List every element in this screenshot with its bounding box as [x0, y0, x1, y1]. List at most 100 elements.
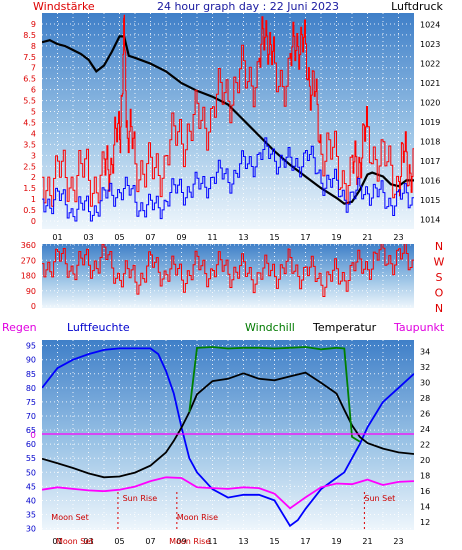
panel1-x-ticks: 01 03 05 07 09 11 13 15 17 19 21 23: [52, 233, 403, 242]
x-tick-label: 05: [114, 233, 124, 242]
x-tick-label: 15: [269, 233, 279, 242]
series-line: [42, 35, 414, 205]
taupunkt-label: Taupunkt: [393, 321, 445, 334]
panel1-grid: [42, 13, 414, 229]
series-line: [42, 476, 414, 510]
humidity-tick-label: 55: [26, 454, 36, 463]
chart-title: 24 hour graph day : 22 Juni 2023: [157, 0, 339, 13]
right-tick-label: 1022: [420, 60, 440, 69]
direction-tick-label: 180: [21, 272, 36, 281]
left-tick-label: 3: [31, 151, 36, 160]
temperature-tick-label: 30: [420, 379, 430, 388]
left-tick-label: 8.5: [23, 31, 36, 40]
x-tick-label: 17: [300, 537, 310, 546]
series-line: [42, 137, 414, 222]
compass-letter: N: [435, 240, 443, 253]
right-tick-label: 1018: [420, 137, 440, 146]
event-annotation: Sun Rise: [123, 494, 158, 503]
panel1-left-ticks: 0 0.5 1 1.5 2 2.5 3 3.5 4 4.55 5.5 6 6.5 7 7.5 8 8.5 9: [23, 20, 36, 226]
luftdruck-label: Luftdruck: [391, 0, 443, 13]
humidity-tick-label: 40: [26, 496, 36, 505]
humidity-tick-label: 70: [26, 412, 36, 421]
panel3-series: [42, 346, 414, 528]
x-tick-label: 01: [52, 233, 62, 242]
humidity-tick-label: 60: [26, 440, 36, 449]
event-annotation: Moon Set: [56, 537, 93, 546]
right-tick-label: 1014: [420, 215, 440, 224]
temperature-tick-label: 32: [420, 363, 430, 372]
left-tick-label: 3.5: [23, 140, 36, 149]
x-tick-label: 13: [238, 233, 248, 242]
panel3-left-ticks: 30 35 40 45 50 55 60 65 70 75 80 85 90 95: [26, 342, 36, 534]
windstaerke-label: Windstärke: [33, 0, 95, 13]
temperature-humidity-panel: 30 35 40 45 50 55 60 65 70 75 80 85 90 95 12 14 16 18 20 2…: [2, 321, 445, 546]
x-tick-label: 23: [393, 537, 403, 546]
x-tick-label: 09: [176, 233, 186, 242]
x-tick-label: 19: [331, 537, 341, 546]
x-tick-label: 01: [52, 537, 62, 546]
x-tick-label: 11: [207, 233, 217, 242]
right-tick-label: 1021: [420, 79, 440, 88]
left-tick-label: 7.5: [23, 53, 36, 62]
right-tick-label: 1015: [420, 196, 440, 205]
direction-tick-label: 270: [21, 256, 36, 265]
compass-letter: O: [435, 287, 444, 300]
x-tick-label: 03: [83, 233, 93, 242]
left-tick-label: 6: [31, 86, 36, 95]
x-tick-label: 15: [269, 537, 279, 546]
series-line: [42, 244, 414, 297]
x-tick-label: 11: [207, 537, 217, 546]
humidity-tick-label: 90: [26, 356, 36, 365]
temperature-tick-label: 12: [420, 518, 430, 527]
temperature-tick-label: 18: [420, 472, 430, 481]
left-tick-label: 0.5: [23, 206, 36, 215]
direction-tick-label: 0: [31, 302, 36, 311]
humidity-tick-label: 85: [26, 370, 36, 379]
x-tick-label: 21: [362, 537, 372, 546]
direction-tick-label: 360: [21, 241, 36, 250]
luftfeuchte-label: Luftfeuchte: [67, 321, 130, 334]
temperature-tick-label: 22: [420, 441, 430, 450]
humidity-tick-label: 75: [26, 398, 36, 407]
left-tick-label: 1: [31, 195, 36, 204]
wind-pressure-panel: 0 0.5 1 1.5 2 2.5 3 3.5 4 4.55 5.5 6 6.5 7 7.5 8 8.5 9 10…: [23, 0, 443, 242]
rain-zero-label: 0: [30, 431, 36, 441]
event-annotation: Moon Rise: [169, 537, 210, 546]
humidity-tick-label: 30: [26, 525, 36, 534]
x-tick-label: 17: [300, 233, 310, 242]
x-tick-label: 19: [331, 233, 341, 242]
left-tick-label: 1.5: [23, 184, 36, 193]
humidity-tick-label: 80: [26, 384, 36, 393]
humidity-tick-label: 95: [26, 342, 36, 351]
temperatur-label: Temperatur: [312, 321, 377, 334]
left-tick-label: 2.5: [23, 162, 36, 171]
panel2-left-ticks: 0 90 180 270 360: [21, 241, 36, 311]
series-line: [42, 14, 414, 207]
x-tick-label: 09: [176, 537, 186, 546]
panel3-right-ticks: 12 14 16 18 20 22 24 26 28 30 32 34: [420, 348, 430, 528]
left-tick-label: 5: [31, 108, 36, 117]
humidity-tick-label: 50: [26, 468, 36, 477]
right-tick-label: 1023: [420, 40, 440, 49]
panel2-series: [42, 244, 414, 297]
left-tick-label: 7: [31, 64, 36, 73]
event-annotation: Sun Set: [364, 494, 395, 503]
panel1-series: [42, 14, 414, 222]
series-line: [188, 346, 361, 443]
right-tick-label: 1019: [420, 118, 440, 127]
left-tick-label: 6.5: [23, 75, 36, 84]
right-tick-label: 1017: [420, 157, 440, 166]
left-tick-label: 5.5: [23, 97, 36, 106]
temperature-tick-label: 26: [420, 410, 430, 419]
panel3-x-ticks: 01 03 05 07 09 11 13 15 17 19 21 23: [52, 537, 403, 546]
humidity-tick-label: 45: [26, 482, 36, 491]
x-tick-label: 13: [238, 537, 248, 546]
x-tick-label: 07: [145, 537, 155, 546]
temperature-tick-label: 20: [420, 456, 430, 465]
windchill-label: Windchill: [245, 321, 295, 334]
right-tick-label: 1024: [420, 21, 440, 30]
panel1-right-ticks: 1014 1015 1016 1017 1018 1019 1020 1021 1022 1023…: [420, 21, 440, 225]
x-tick-label: 03: [83, 537, 93, 546]
regen-label: Regen: [2, 321, 37, 334]
